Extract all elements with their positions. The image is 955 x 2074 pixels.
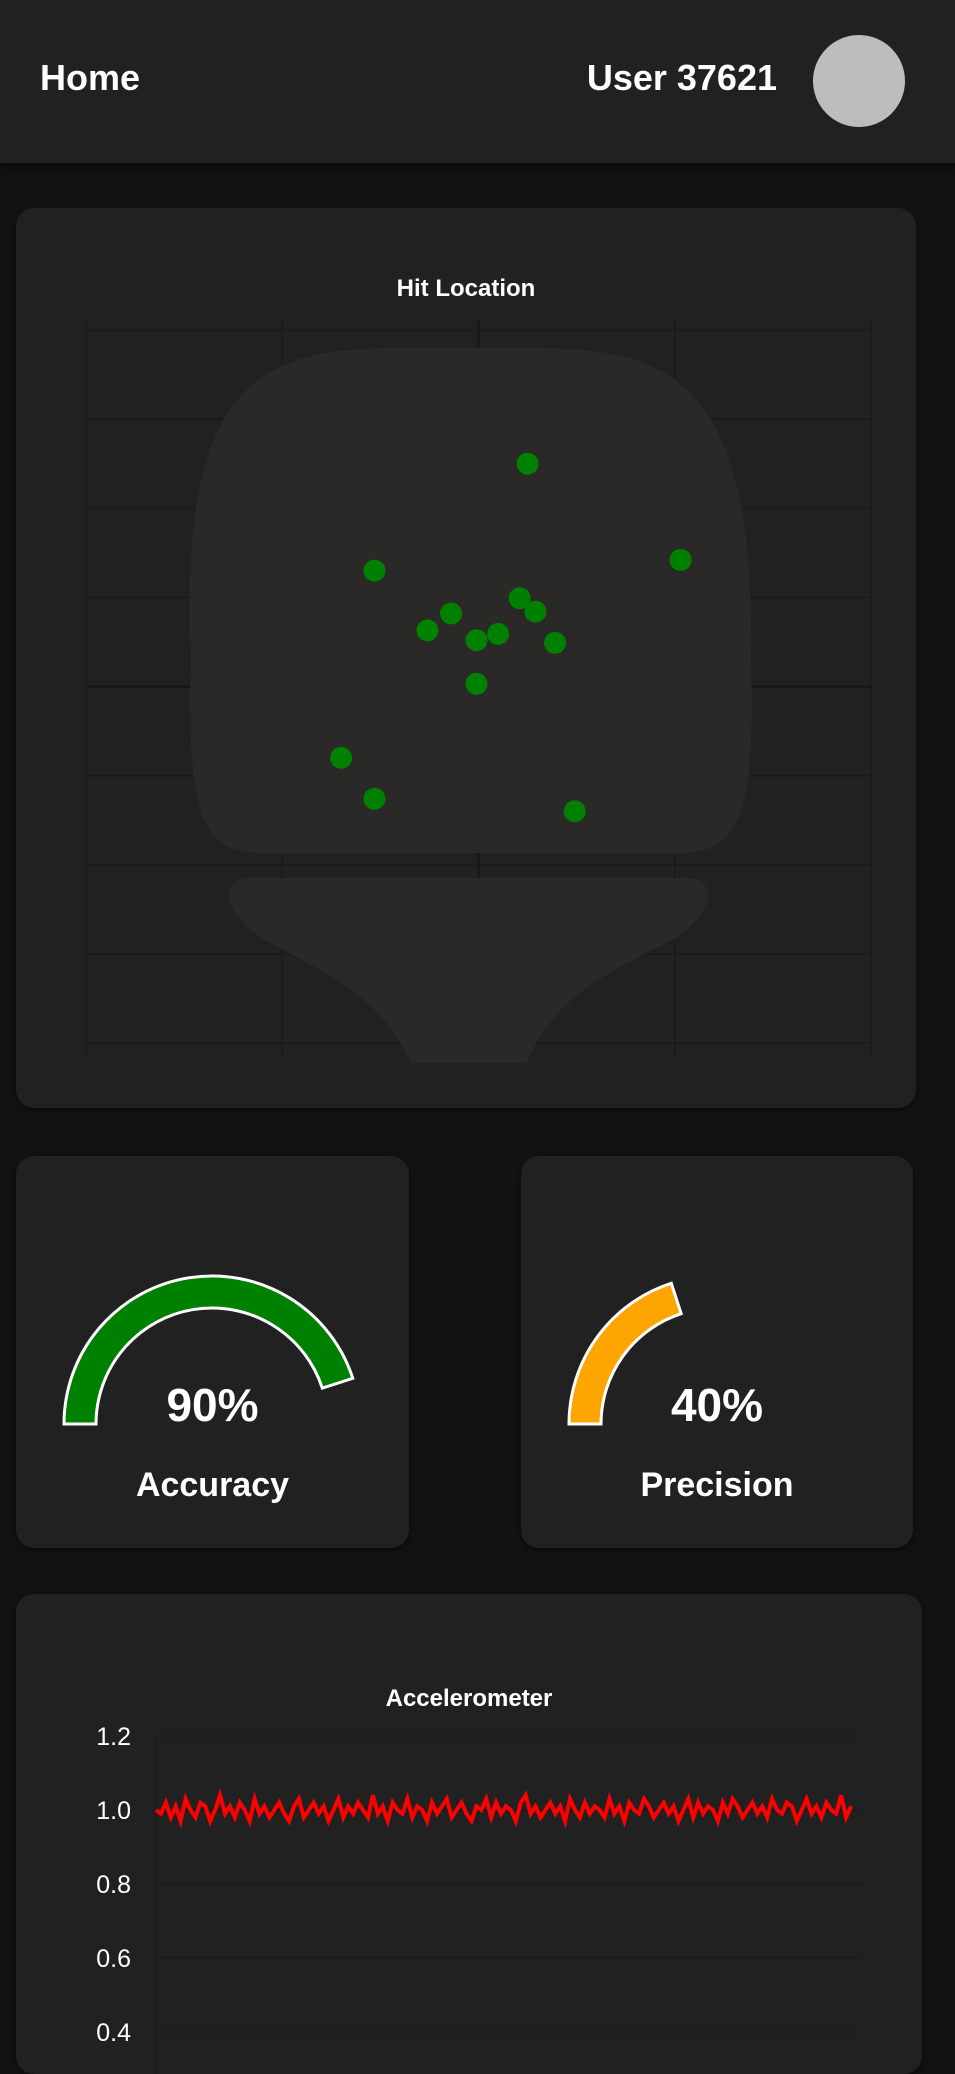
- hit-point: [363, 559, 386, 582]
- hit-point: [440, 602, 463, 625]
- accelerometer-title: Accelerometer: [385, 1685, 553, 1712]
- y-tick-label: 1.2: [96, 1723, 131, 1751]
- y-tick-label: 0.6: [96, 1945, 131, 1973]
- accuracy-label: Accuracy: [135, 1466, 290, 1504]
- accuracy-gauge-arc: [62, 1274, 355, 1426]
- paddle-silhouette: [189, 347, 752, 1063]
- precision-gauge: [567, 1281, 684, 1426]
- home-link[interactable]: Home: [40, 57, 141, 98]
- accuracy-card: 90% Accuracy: [16, 1156, 409, 1548]
- y-tick-label: 1.0: [96, 1797, 131, 1825]
- paddle-handle: [228, 878, 709, 1063]
- hit-point: [508, 587, 531, 610]
- user-name: User 37621: [586, 57, 777, 98]
- accelerometer-y-ticks: 1.2 1.0 0.8 0.6 0.4: [96, 1723, 131, 2047]
- precision-gauge-arc: [567, 1281, 684, 1426]
- y-tick-label: 0.4: [96, 2019, 131, 2047]
- hit-points: [330, 452, 692, 823]
- hit-point: [416, 619, 439, 642]
- avatar[interactable]: [813, 35, 905, 127]
- hit-point: [363, 787, 386, 810]
- hit-location-card: Hit Location: [16, 208, 916, 1108]
- hit-point: [524, 600, 547, 623]
- hit-location-title: Hit Location: [396, 275, 536, 302]
- hit-point: [563, 800, 586, 823]
- top-app-bar: Home User 37621: [0, 0, 955, 163]
- paddle-head: [189, 347, 752, 853]
- accuracy-value: 90%: [166, 1379, 259, 1431]
- accuracy-gauge: [62, 1274, 355, 1426]
- precision-card: 40% Precision: [521, 1156, 913, 1548]
- hit-point: [516, 452, 539, 475]
- precision-label: Precision: [640, 1466, 794, 1504]
- precision-value: 40%: [670, 1379, 764, 1431]
- hit-point: [544, 631, 567, 654]
- accelerometer-series-line: [154, 1788, 853, 1829]
- hit-point: [669, 548, 692, 571]
- accelerometer-card: Accelerometer 1.2 1.0 0.8 0.6 0.4: [16, 1594, 922, 2074]
- hit-point: [330, 746, 353, 769]
- hit-point: [465, 629, 488, 652]
- hit-point: [465, 672, 488, 695]
- accelerometer-grid: [155, 1735, 861, 2074]
- accelerometer-chart: 1.2 1.0 0.8 0.6 0.4: [96, 1723, 861, 2074]
- hit-location-chart: [85, 320, 872, 1063]
- hit-point: [487, 622, 510, 645]
- y-tick-label: 0.8: [96, 1871, 131, 1899]
